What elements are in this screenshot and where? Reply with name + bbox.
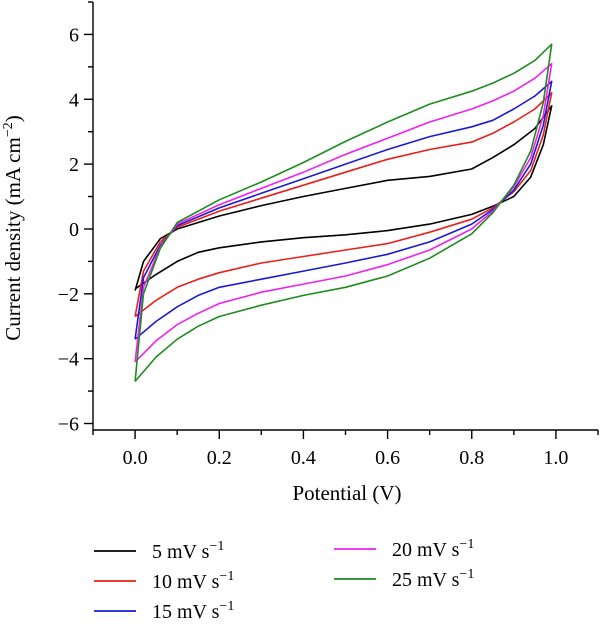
x-tick-label: 1.0 <box>543 447 568 469</box>
series-line-3 <box>134 80 553 340</box>
legend-item-3: 15 mV s−1 <box>94 599 234 623</box>
legend-item-1: 5 mV s−1 <box>94 539 224 563</box>
legend-label: 25 mV s−1 <box>392 567 474 591</box>
x-tick-label: 0.0 <box>123 447 148 469</box>
y-tick-label: −4 <box>58 349 79 371</box>
plot-area <box>134 43 553 382</box>
legend-item-2: 10 mV s−1 <box>94 569 234 593</box>
series-line-1 <box>134 105 553 291</box>
x-tick-label: 0.4 <box>291 447 316 469</box>
series-line-2 <box>134 92 553 318</box>
y-tick-label: −2 <box>58 284 79 306</box>
y-tick-label: 0 <box>69 219 79 241</box>
legend-item-5: 25 mV s−1 <box>334 567 474 591</box>
series-line-5 <box>134 43 553 382</box>
y-tick-label: 6 <box>69 24 79 46</box>
legend-label: 5 mV s−1 <box>152 539 224 563</box>
y-axis-title: Current density (mA cm−2) <box>1 115 25 340</box>
y-axis-title-sup: −2 <box>1 122 16 137</box>
x-tick-label: 0.8 <box>459 447 484 469</box>
series-line-4 <box>134 62 553 363</box>
y-tick-label: −6 <box>58 414 79 436</box>
y-tick-label: 4 <box>69 89 79 111</box>
y-axis: −6 −4 −2 0 2 4 6 <box>58 1 94 436</box>
x-axis: 0.0 0.2 0.4 0.6 0.8 1.0 <box>92 429 599 469</box>
y-axis-title-main: Current density (mA cm <box>1 137 25 341</box>
y-tick-label: 2 <box>69 154 79 176</box>
legend-label: 20 mV s−1 <box>392 537 474 561</box>
legend-label: 10 mV s−1 <box>152 569 234 593</box>
legend: 5 mV s−1 10 mV s−1 15 mV s−1 20 mV s−1 25 mV… <box>94 537 474 623</box>
legend-label: 15 mV s−1 <box>152 599 234 623</box>
y-axis-title-end: ) <box>1 115 25 122</box>
x-tick-label: 0.2 <box>207 447 232 469</box>
x-tick-label: 0.6 <box>375 447 400 469</box>
x-axis-title: Potential (V) <box>292 481 401 505</box>
legend-item-4: 20 mV s−1 <box>334 537 474 561</box>
